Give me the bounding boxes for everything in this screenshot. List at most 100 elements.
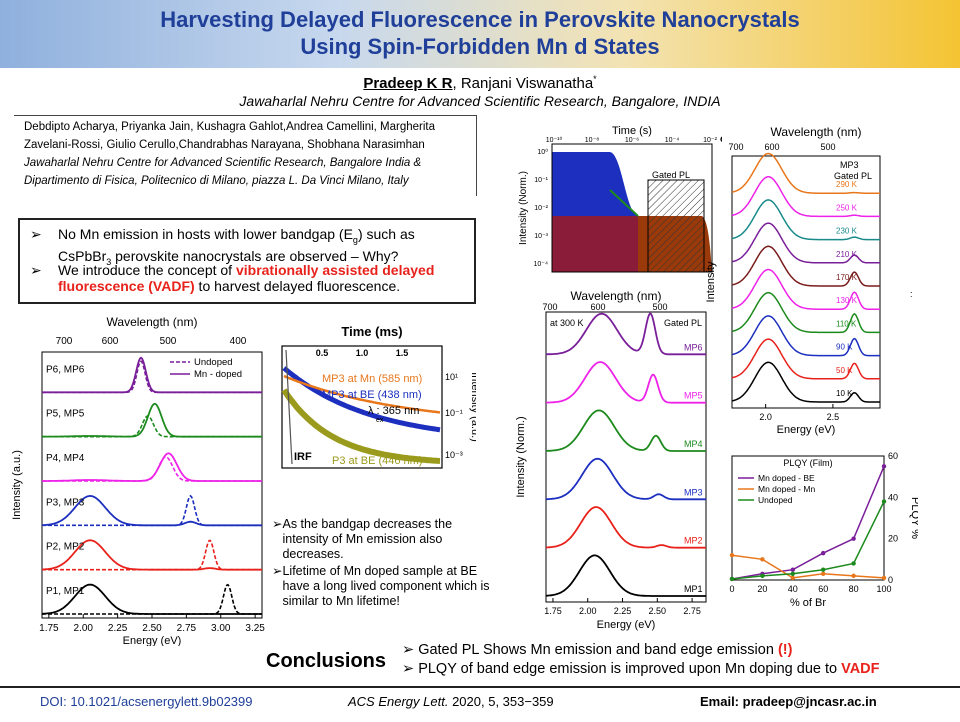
mp3-mn-decay-line bbox=[283, 374, 441, 414]
x-tick-label: 2.25 bbox=[108, 623, 128, 634]
email-contact[interactable]: Email: pradeep@jncasr.ac.in bbox=[700, 694, 877, 709]
series-label: 90 K bbox=[836, 343, 853, 352]
y-axis-label: Intensity bbox=[705, 261, 717, 302]
doped-spectrum-line bbox=[42, 403, 262, 438]
series-label: 110 K bbox=[836, 319, 857, 328]
top-tick-label: 700 bbox=[728, 142, 743, 152]
doi-line: DOI: 10.1021/acsenergylett.9b02399 bbox=[40, 694, 253, 709]
chart-spectra-undoped-doped: Wavelength (nm) 700 600 500 400 1.75 2.00 2.25 2… bbox=[11, 315, 265, 646]
temperature-spectrum-line bbox=[731, 291, 880, 334]
data-point bbox=[881, 499, 887, 504]
intro-bullet-2: We introduce the concept of vibrationall… bbox=[58, 262, 435, 294]
series-label: 170 K bbox=[836, 273, 858, 282]
top-tick-label: 0.5 bbox=[316, 348, 329, 358]
authors-line: Pradeep K R, Ranjani Viswanatha* bbox=[0, 74, 960, 92]
gated-spectrum-line bbox=[546, 554, 706, 597]
x-tick-label: 2.75 bbox=[683, 606, 701, 616]
x-tick-label: 1.75 bbox=[39, 623, 59, 634]
title-line-2: Using Spin-Forbidden Mn d States bbox=[300, 34, 660, 59]
series-label: P5, MP5 bbox=[46, 409, 85, 420]
top-axis-label: Time (s) bbox=[612, 125, 652, 137]
temperature-spectrum-line bbox=[731, 222, 880, 264]
series-label: MP1 bbox=[684, 584, 703, 594]
y-tick-label: 10⁻³ bbox=[534, 233, 548, 240]
data-point bbox=[790, 575, 795, 581]
legend-label: Mn doped - Mn bbox=[758, 484, 815, 494]
series-label: 10 K bbox=[836, 389, 853, 398]
irf-line bbox=[285, 349, 293, 465]
gated-label: Gated PL bbox=[664, 318, 702, 328]
y-tick-label: 60 bbox=[888, 451, 898, 461]
x-tick-label: 20 bbox=[757, 584, 767, 594]
temperature-spectrum-line bbox=[731, 199, 880, 241]
chart-plqy-film: PLQY (Film) 0 20 40 60 80 100 % of Br 0 20 40 60 PLQ… bbox=[729, 451, 918, 609]
top-tick-label: 10⁻⁶ bbox=[625, 137, 639, 144]
top-tick-label: 10⁻⁴ bbox=[665, 137, 680, 144]
chart-lifetime-decay: Time (ms) 0.5 1.0 1.5 10¹ 10⁻¹ 10⁻³ Intensity (… bbox=[281, 324, 476, 469]
y-tick-label: 0 bbox=[888, 575, 893, 585]
primary-author: Pradeep K R bbox=[363, 75, 453, 92]
top-tick-label: 500 bbox=[652, 302, 667, 312]
top-tick-label: 700 bbox=[56, 336, 73, 347]
series-label: 210 K bbox=[836, 250, 858, 259]
legend-label: Mn - doped bbox=[194, 369, 242, 380]
excitation-sub: ex bbox=[376, 417, 384, 424]
corresponding-mark: * bbox=[593, 74, 597, 84]
data-point bbox=[881, 464, 887, 469]
series-label: MP3 at Mn (585 nm) bbox=[322, 373, 422, 385]
series-line bbox=[731, 554, 885, 579]
top-axis-label: Wavelength (nm) bbox=[771, 125, 862, 139]
temperature-label: at 300 K bbox=[550, 318, 584, 328]
x-tick-label: 2.25 bbox=[614, 606, 632, 616]
y-tick-label: 10¹ bbox=[445, 372, 458, 382]
x-tick-label: 40 bbox=[788, 584, 798, 594]
series-label: MP6 bbox=[684, 342, 703, 352]
data-point bbox=[821, 571, 826, 576]
gated-label: Gated PL bbox=[834, 171, 872, 181]
gated-spectrum-line bbox=[546, 409, 706, 452]
plot-frame bbox=[731, 155, 881, 409]
series-label: 50 K bbox=[836, 366, 853, 375]
data-point bbox=[729, 576, 735, 582]
x-axis-label: Energy (eV) bbox=[123, 635, 182, 646]
series-label: MP2 bbox=[684, 536, 703, 546]
excitation-label: λ : 365 nm bbox=[368, 405, 419, 417]
conclusions-title: Conclusions bbox=[266, 650, 387, 672]
data-point bbox=[790, 567, 795, 572]
x-tick-label: 0 bbox=[729, 584, 734, 594]
series-label: P4, MP4 bbox=[46, 453, 85, 464]
doi-link[interactable]: 10.1021/acsenergylett.9b02399 bbox=[70, 694, 253, 709]
top-tick-label: 700 bbox=[542, 302, 557, 312]
doped-spectrum-line bbox=[42, 452, 262, 482]
top-tick-label: 1.0 bbox=[356, 348, 369, 358]
note-2: Lifetime of Mn doped sample at BE have a… bbox=[282, 564, 490, 608]
data-point bbox=[760, 573, 765, 579]
x-axis-label: % of Br bbox=[790, 597, 826, 609]
data-point bbox=[821, 550, 826, 556]
x-tick-label: 2.5 bbox=[827, 412, 840, 422]
temperature-spectrum-line bbox=[731, 338, 880, 380]
green-transition-line bbox=[609, 189, 639, 217]
conclusion-1: ➢ Gated PL Shows Mn emission and band ed… bbox=[402, 642, 793, 658]
panel-letter: c bbox=[720, 134, 722, 145]
data-point bbox=[851, 561, 856, 566]
data-point bbox=[851, 573, 856, 579]
blue-region bbox=[552, 152, 638, 216]
gated-window bbox=[647, 179, 705, 273]
y-tick-label: 10⁻⁴ bbox=[534, 261, 549, 268]
series-label: MP3 at BE (438 nm) bbox=[322, 389, 422, 401]
p3-decay-line bbox=[281, 388, 441, 464]
series-label: P3 at BE (446 nm) bbox=[332, 455, 423, 467]
doped-spectrum-line bbox=[42, 494, 262, 527]
series-label: MP5 bbox=[684, 391, 703, 401]
coauthors-block: Debdipto Acharya, Priyanka Jain, Kushagr… bbox=[24, 118, 484, 190]
data-point bbox=[790, 571, 795, 576]
series-line bbox=[731, 501, 885, 580]
figure-notes: ➢ As the bandgap decreases the intensity … bbox=[272, 517, 492, 611]
x-tick-label: 60 bbox=[818, 584, 828, 594]
top-tick-label: 10⁻² bbox=[703, 137, 717, 144]
x-axis-label: Energy (eV) bbox=[597, 619, 656, 631]
gated-label: Gated PL bbox=[652, 170, 690, 180]
arrow-bullet-icon: ➢ bbox=[30, 226, 42, 242]
